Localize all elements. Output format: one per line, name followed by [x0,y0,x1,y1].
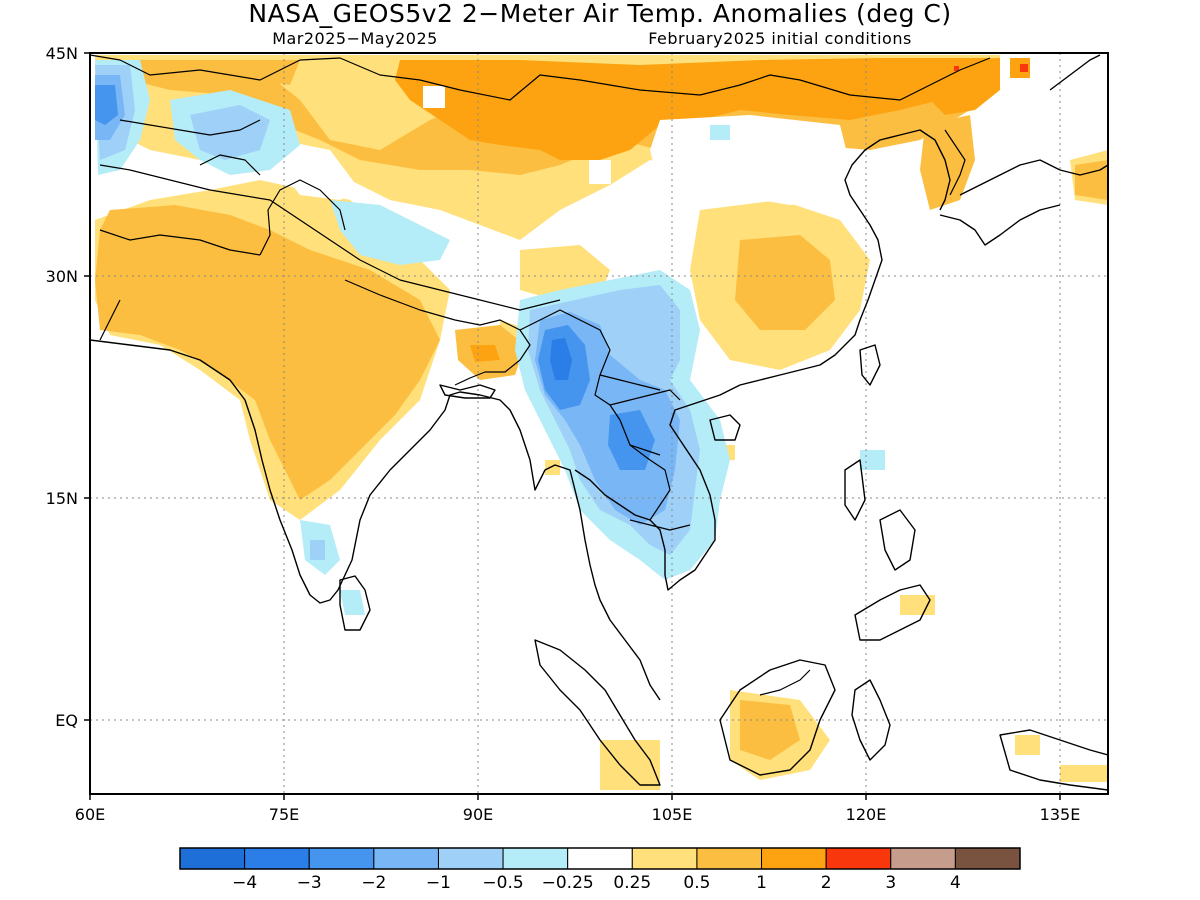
colorbar-swatch [373,847,439,870]
country-borders [90,54,991,696]
map-plot-area [90,53,1108,794]
colorbar-label: −3 [297,873,322,893]
colorbar-swatch [308,847,375,870]
colorbar-swatch [567,847,633,870]
colorbar-swatch [825,847,892,870]
colorbar-swatch [761,847,827,870]
subtitle-init: February2025 initial conditions [648,29,912,48]
colorbar-label: −2 [361,873,386,893]
coastlines [90,54,1108,791]
map-title: NASA_GEOS5v2 2−Meter Air Temp. Anomalies… [248,0,951,28]
colorbar-swatch [954,847,1021,870]
colorbar-label: −0.5 [482,873,523,893]
lat-label: EQ [55,711,78,730]
lat-label: 15N [46,489,78,508]
colorbar-swatch [890,847,956,870]
lat-label: 45N [46,44,78,63]
lon-label: 75E [269,805,299,824]
anomaly-layer-1-2 [395,58,1030,362]
lon-label: 60E [75,805,105,824]
longitude-labels: 60E 75E 90E 105E 120E 135E [75,805,1081,824]
colorbar-frame [179,847,1021,870]
colorbar-label: −0.25 [542,873,594,893]
colorbar-label: 4 [950,873,961,893]
graticule [90,53,1108,794]
colorbar-swatch [244,847,310,870]
map-frame [89,52,1109,795]
lon-label: 135E [1040,805,1081,824]
colorbar-labels: −4 −3 −2 −1 −0.5 −0.25 0.25 0.5 1 2 3 4 [232,873,961,893]
colorbar-label: 0.5 [683,873,710,893]
colorbar-label: 0.25 [613,873,651,893]
axis-ticks [84,52,1061,800]
neutral-patches [280,86,850,205]
lat-label: 30N [46,267,78,286]
lon-label: 105E [652,805,693,824]
latitude-labels: 45N 30N 15N EQ [46,44,78,730]
colorbar-label: −1 [426,873,451,893]
anomaly-layer-2-3 [954,64,1028,72]
colorbar [179,847,1021,870]
colorbar-label: 3 [885,873,896,893]
colorbar-label: −4 [232,873,257,893]
lon-label: 90E [463,805,493,824]
colorbar-label: 2 [821,873,832,893]
subtitle-period: Mar2025−May2025 [272,29,438,48]
colorbar-swatch [631,847,698,870]
lon-label: 120E [846,805,887,824]
colorbar-swatch [437,847,504,870]
colorbar-swatch [179,847,246,870]
colorbar-swatch [696,847,763,870]
colorbar-label: 1 [756,873,767,893]
anomaly-layer-neg-3 [550,338,572,380]
colorbar-swatch [502,847,569,870]
